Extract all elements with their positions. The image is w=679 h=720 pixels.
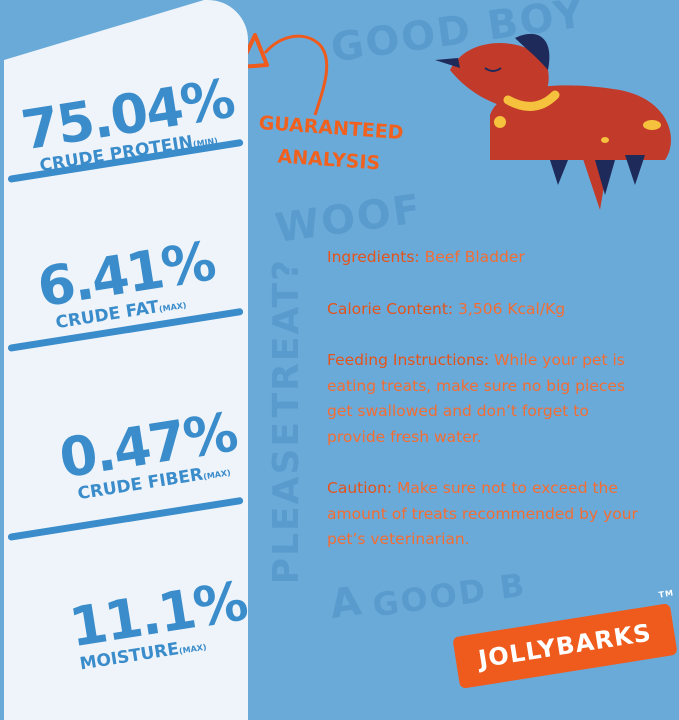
info-label: Calorie Content: bbox=[327, 299, 454, 318]
trademark: TM bbox=[658, 588, 675, 600]
analysis-panel bbox=[4, 0, 248, 720]
info-calories: Calorie Content: 3,506 Kcal/Kg bbox=[327, 297, 647, 323]
product-info: Ingredients: Beef Bladder Calorie Conten… bbox=[327, 245, 647, 579]
info-feeding: Feeding Instructions: While your pet is … bbox=[327, 348, 647, 450]
info-text: While your pet is eating treats, make su… bbox=[327, 351, 625, 446]
info-label: Feeding Instructions: bbox=[327, 351, 490, 369]
info-text: 3,506 Kcal/Kg bbox=[453, 299, 566, 318]
dog-illustration bbox=[435, 33, 671, 210]
info-label: Caution: bbox=[327, 479, 393, 497]
guaranteed-analysis-heading: GUARANTEED ANALYSIS bbox=[248, 106, 412, 181]
info-ingredients: Ingredients: Beef Bladder bbox=[327, 245, 647, 271]
info-text: Beef Bladder bbox=[419, 248, 525, 266]
info-label: Ingredients: bbox=[327, 248, 420, 266]
brand-logo: JOLLYBARKS TM bbox=[452, 588, 678, 689]
info-caution: Caution: Make sure not to exceed the amo… bbox=[327, 476, 647, 553]
background-word: A bbox=[326, 577, 367, 629]
logo-text: JOLLYBARKS bbox=[476, 618, 654, 674]
stat-qualifier: (MAX) bbox=[202, 468, 232, 482]
background-word: WOOF bbox=[272, 185, 425, 253]
info-text: Make sure not to exceed the amount of tr… bbox=[327, 479, 638, 548]
stat-qualifier: (MAX) bbox=[158, 300, 188, 314]
stat-qualifier: (MAX) bbox=[178, 642, 208, 656]
